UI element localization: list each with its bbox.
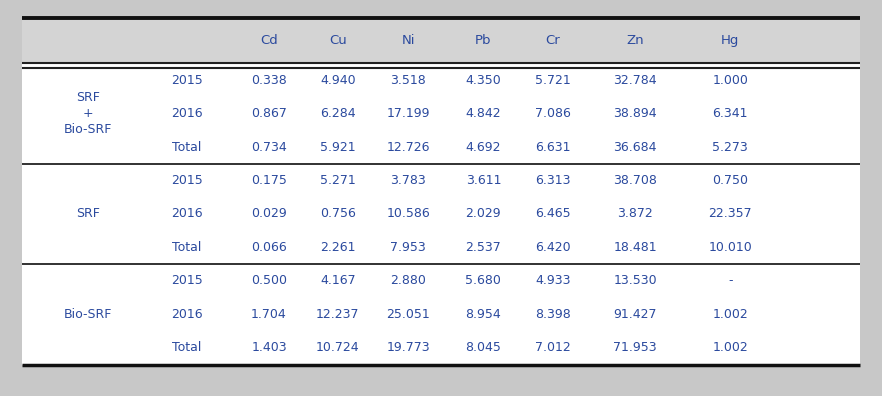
Text: 0.750: 0.750: [713, 174, 748, 187]
Text: Hg: Hg: [721, 34, 739, 47]
Text: 2016: 2016: [171, 308, 203, 321]
Text: 7.953: 7.953: [391, 241, 426, 254]
Text: 8.954: 8.954: [466, 308, 501, 321]
Text: 91.427: 91.427: [613, 308, 657, 321]
Text: 6.284: 6.284: [320, 107, 355, 120]
Text: 3.872: 3.872: [617, 208, 653, 221]
Text: 3.783: 3.783: [391, 174, 426, 187]
Text: 2015: 2015: [171, 274, 203, 287]
Text: 25.051: 25.051: [386, 308, 430, 321]
Text: 6.420: 6.420: [535, 241, 571, 254]
Text: 1.002: 1.002: [713, 308, 748, 321]
Text: 17.199: 17.199: [386, 107, 430, 120]
Text: 7.086: 7.086: [535, 107, 571, 120]
Text: 71.953: 71.953: [613, 341, 657, 354]
Text: 0.500: 0.500: [251, 274, 287, 287]
Text: 3.518: 3.518: [391, 74, 426, 87]
Text: Total: Total: [172, 341, 202, 354]
Text: 2016: 2016: [171, 107, 203, 120]
Text: 5.273: 5.273: [713, 141, 748, 154]
Text: 1.000: 1.000: [713, 74, 748, 87]
Text: 2.880: 2.880: [391, 274, 426, 287]
Text: 2016: 2016: [171, 208, 203, 221]
Text: 6.341: 6.341: [713, 107, 748, 120]
Text: 18.481: 18.481: [613, 241, 657, 254]
Text: 5.271: 5.271: [320, 174, 355, 187]
Text: Cu: Cu: [329, 34, 347, 47]
Text: Zn: Zn: [626, 34, 644, 47]
Text: Total: Total: [172, 241, 202, 254]
Text: 10.724: 10.724: [316, 341, 360, 354]
Text: 12.726: 12.726: [386, 141, 430, 154]
Text: 10.586: 10.586: [386, 208, 430, 221]
Text: 5.721: 5.721: [535, 74, 571, 87]
Bar: [22, 18, 860, 365]
Text: 22.357: 22.357: [708, 208, 752, 221]
Text: -: -: [728, 274, 733, 287]
Text: 0.867: 0.867: [251, 107, 287, 120]
Text: 0.734: 0.734: [251, 141, 287, 154]
Text: 4.350: 4.350: [466, 74, 501, 87]
Bar: [22, 18, 860, 63]
Text: 36.684: 36.684: [613, 141, 657, 154]
Text: 38.894: 38.894: [613, 107, 657, 120]
Text: 32.784: 32.784: [613, 74, 657, 87]
Text: 1.403: 1.403: [251, 341, 287, 354]
Text: 0.175: 0.175: [251, 174, 287, 187]
Text: 2015: 2015: [171, 74, 203, 87]
Text: Cr: Cr: [546, 34, 560, 47]
Text: 0.338: 0.338: [251, 74, 287, 87]
Text: 4.933: 4.933: [535, 274, 571, 287]
Text: 8.045: 8.045: [466, 341, 501, 354]
Text: 0.029: 0.029: [251, 208, 287, 221]
Text: Total: Total: [172, 141, 202, 154]
Text: 10.010: 10.010: [708, 241, 752, 254]
Text: 2.029: 2.029: [466, 208, 501, 221]
Text: 3.611: 3.611: [466, 174, 501, 187]
Text: 1.002: 1.002: [713, 341, 748, 354]
Text: 13.530: 13.530: [613, 274, 657, 287]
Text: 19.773: 19.773: [386, 341, 430, 354]
Text: 6.465: 6.465: [535, 208, 571, 221]
Text: 4.940: 4.940: [320, 74, 355, 87]
Text: 38.708: 38.708: [613, 174, 657, 187]
Text: 2.537: 2.537: [466, 241, 501, 254]
Text: 4.842: 4.842: [466, 107, 501, 120]
Text: 0.066: 0.066: [251, 241, 287, 254]
Text: 4.167: 4.167: [320, 274, 355, 287]
Text: 4.692: 4.692: [466, 141, 501, 154]
Text: Ni: Ni: [401, 34, 415, 47]
Text: SRF: SRF: [76, 208, 101, 221]
Text: 5.680: 5.680: [466, 274, 501, 287]
Text: 1.704: 1.704: [251, 308, 287, 321]
Text: 2.261: 2.261: [320, 241, 355, 254]
Text: 0.756: 0.756: [320, 208, 355, 221]
Text: SRF
+
Bio-SRF: SRF + Bio-SRF: [64, 91, 112, 136]
Text: 7.012: 7.012: [535, 341, 571, 354]
Text: Bio-SRF: Bio-SRF: [64, 308, 112, 321]
Text: 2015: 2015: [171, 174, 203, 187]
Text: 6.631: 6.631: [535, 141, 571, 154]
Text: 6.313: 6.313: [535, 174, 571, 187]
Text: Pb: Pb: [475, 34, 491, 47]
Text: 12.237: 12.237: [316, 308, 360, 321]
Bar: [22, 63, 860, 365]
Text: 8.398: 8.398: [535, 308, 571, 321]
Text: 5.921: 5.921: [320, 141, 355, 154]
Text: Cd: Cd: [260, 34, 278, 47]
